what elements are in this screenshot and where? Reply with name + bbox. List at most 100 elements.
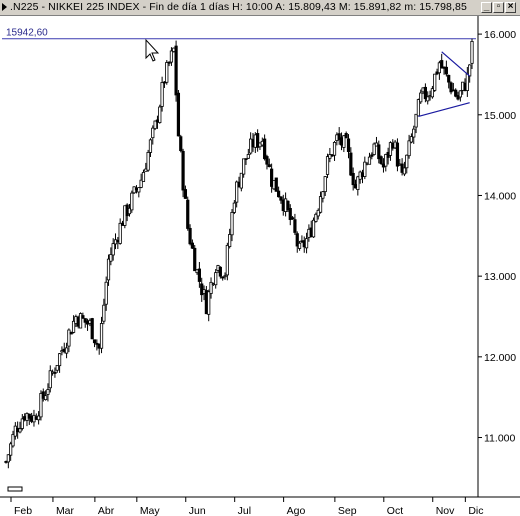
candle-body xyxy=(267,164,271,168)
candle-body xyxy=(111,243,115,256)
candle-body xyxy=(228,234,232,247)
candle-body xyxy=(207,291,211,315)
minimize-button[interactable]: _ xyxy=(481,1,492,13)
candle-body xyxy=(46,389,50,395)
window-title: .N225 - NIKKEI 225 INDEX - Fin de día 1 … xyxy=(10,1,467,13)
candle-body xyxy=(48,370,52,389)
candle-body xyxy=(242,158,246,175)
candle-body xyxy=(356,176,360,191)
candle-body xyxy=(323,176,327,193)
triangle-pattern[interactable] xyxy=(418,51,471,117)
candle-body xyxy=(55,364,59,371)
candle-body xyxy=(332,141,337,156)
candle-body xyxy=(458,90,462,98)
candle-body xyxy=(64,347,69,354)
candle-body xyxy=(153,120,157,129)
candle-body xyxy=(109,254,113,262)
candle-body xyxy=(139,179,143,188)
candle-body xyxy=(78,313,83,329)
menu-arrow-icon[interactable] xyxy=(2,3,7,11)
restore-button[interactable]: ▫ xyxy=(493,1,504,13)
candle-body xyxy=(232,202,236,213)
candle-body xyxy=(141,172,146,182)
month-label: Feb xyxy=(14,505,32,516)
chart-background xyxy=(0,16,520,516)
month-label: Ago xyxy=(287,505,306,516)
candle-body xyxy=(314,213,318,222)
candle-body xyxy=(290,217,295,220)
month-label: Abr xyxy=(98,505,115,516)
candle-body xyxy=(44,395,48,401)
candle-body xyxy=(351,172,355,186)
candle-body xyxy=(379,156,383,164)
close-button[interactable]: × xyxy=(505,1,516,13)
candle-body xyxy=(9,443,13,456)
candle-body xyxy=(346,138,351,153)
candle-body xyxy=(270,168,274,187)
month-label: Sep xyxy=(338,505,357,516)
candle-body xyxy=(151,127,155,139)
upper-trendline[interactable] xyxy=(441,51,471,77)
candle-body xyxy=(244,158,248,161)
candle-body xyxy=(367,156,372,165)
candle-body xyxy=(239,172,243,189)
candle-body xyxy=(265,156,269,165)
price-tick-label: 13.000 xyxy=(484,271,516,283)
reference-label: 15942,60 xyxy=(6,28,48,39)
lower-trendline[interactable] xyxy=(418,102,470,117)
candle-body xyxy=(293,219,297,233)
scroll-handle[interactable] xyxy=(7,486,23,492)
price-chart[interactable]: 11.000 12.000 13.000 14.000 15.000 16.000 Feb… xyxy=(0,16,520,516)
candle-body xyxy=(221,276,225,279)
candle-body xyxy=(449,82,453,93)
candle-body xyxy=(209,281,213,294)
candle-body xyxy=(433,73,437,91)
candle-body xyxy=(11,434,15,447)
candle-body xyxy=(470,41,474,64)
candle-body xyxy=(174,45,178,96)
candle-body xyxy=(95,342,99,345)
candle-body xyxy=(412,128,416,138)
candle-body xyxy=(130,192,134,211)
candle-body xyxy=(186,199,190,229)
candle-body xyxy=(304,238,309,249)
candle-body xyxy=(71,320,76,333)
candle-body xyxy=(454,89,458,97)
candle-body xyxy=(363,161,367,177)
window-titlebar: .N225 - NIKKEI 225 INDEX - Fin de día 1 … xyxy=(0,0,520,16)
candle-body xyxy=(190,242,194,249)
candle-body xyxy=(388,142,393,156)
candle-body xyxy=(104,281,108,305)
candle-body xyxy=(325,156,330,175)
candle-body xyxy=(18,428,22,433)
candle-body xyxy=(118,222,122,244)
price-tick-label: 16.000 xyxy=(484,29,516,41)
candle-body xyxy=(37,415,41,421)
price-axis: 11.000 12.000 13.000 14.000 15.000 16.000 xyxy=(478,29,516,445)
candle-body xyxy=(137,187,141,193)
candle-body xyxy=(176,92,181,137)
candle-body xyxy=(407,140,411,157)
candle-body xyxy=(370,154,374,157)
candle-body xyxy=(6,454,10,463)
month-label: May xyxy=(140,505,161,516)
candle-body xyxy=(246,154,250,159)
candle-body xyxy=(39,393,43,418)
candle-body xyxy=(295,233,299,247)
reference-line-group[interactable]: 15942,60 xyxy=(2,28,476,40)
candle-body xyxy=(181,150,185,191)
candle-body xyxy=(316,209,320,217)
candle-body xyxy=(423,86,428,100)
candle-body xyxy=(447,74,451,83)
month-label: Nov xyxy=(436,505,455,516)
candle-body xyxy=(69,331,73,335)
candle-body xyxy=(256,133,260,148)
month-label: Oct xyxy=(387,505,403,516)
candle-body xyxy=(402,167,407,175)
candle-body xyxy=(414,113,418,128)
candle-body xyxy=(92,339,97,344)
month-label: Dic xyxy=(468,505,483,516)
candle-body xyxy=(57,353,62,367)
candle-body xyxy=(167,61,171,64)
month-label: Jun xyxy=(189,505,206,516)
